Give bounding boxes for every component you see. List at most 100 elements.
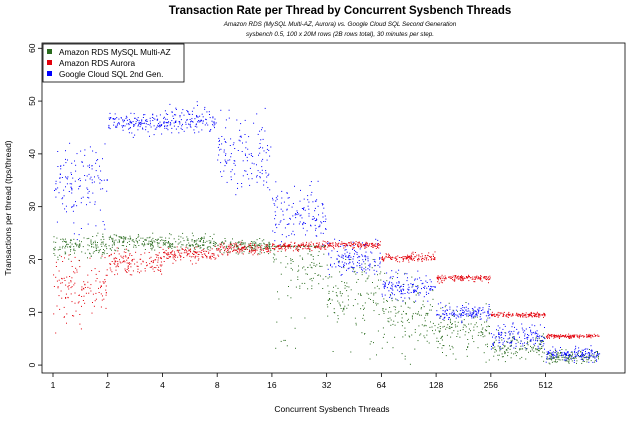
- data-point: [537, 348, 539, 350]
- data-point: [160, 257, 161, 259]
- data-point: [323, 253, 325, 255]
- data-point: [328, 252, 330, 254]
- data-point: [513, 330, 515, 332]
- data-point: [434, 325, 436, 327]
- data-point: [514, 326, 515, 328]
- data-point: [377, 239, 379, 241]
- data-point: [259, 171, 261, 173]
- data-point: [57, 187, 59, 189]
- data-point: [542, 345, 544, 347]
- data-point: [217, 254, 219, 256]
- data-point: [79, 323, 81, 325]
- data-point: [414, 252, 416, 253]
- data-point: [390, 287, 391, 289]
- data-point: [568, 362, 570, 364]
- data-point: [324, 241, 326, 242]
- data-point: [244, 248, 246, 250]
- data-point: [242, 160, 244, 162]
- data-point: [372, 300, 374, 302]
- data-point: [79, 243, 81, 245]
- data-point: [429, 326, 431, 328]
- data-point: [558, 359, 560, 361]
- data-point: [509, 314, 511, 316]
- data-point: [114, 261, 116, 263]
- data-point: [309, 250, 311, 252]
- data-point: [95, 250, 97, 252]
- data-point: [144, 252, 146, 254]
- data-point: [237, 246, 238, 248]
- data-point: [230, 241, 232, 243]
- data-point: [150, 240, 152, 242]
- data-point: [253, 163, 255, 165]
- data-point: [544, 315, 546, 317]
- data-point: [283, 245, 285, 247]
- data-point: [533, 315, 535, 316]
- data-point: [498, 342, 500, 344]
- data-point: [446, 334, 448, 336]
- data-point: [547, 352, 549, 354]
- data-point: [418, 254, 420, 256]
- data-point: [197, 121, 199, 123]
- data-point: [417, 292, 419, 294]
- data-point: [95, 245, 97, 247]
- data-point: [164, 121, 165, 123]
- data-point: [367, 293, 369, 295]
- data-point: [179, 116, 181, 118]
- data-point: [95, 292, 97, 294]
- data-point: [291, 245, 292, 247]
- data-point: [81, 251, 83, 253]
- data-point: [95, 273, 97, 275]
- data-point: [391, 284, 393, 286]
- data-point: [388, 257, 390, 258]
- data-point: [515, 351, 517, 352]
- data-point: [590, 355, 592, 357]
- data-point: [524, 330, 526, 332]
- data-point: [333, 286, 334, 288]
- data-point: [98, 250, 100, 252]
- data-point: [527, 334, 528, 335]
- data-point: [550, 335, 552, 337]
- data-point: [103, 238, 105, 240]
- data-point: [187, 254, 189, 256]
- data-point: [590, 337, 592, 339]
- data-point: [578, 335, 580, 337]
- data-point: [113, 124, 115, 126]
- data-point: [365, 251, 367, 253]
- data-point: [281, 190, 283, 192]
- data-point: [382, 256, 383, 258]
- data-point: [198, 245, 200, 247]
- data-point: [449, 277, 451, 279]
- data-point: [166, 254, 168, 256]
- data-point: [430, 285, 432, 287]
- data-point: [292, 203, 294, 204]
- data-point: [407, 277, 408, 279]
- data-point: [532, 347, 534, 349]
- data-point: [152, 120, 154, 121]
- data-point: [532, 346, 534, 348]
- data-point: [510, 340, 512, 342]
- data-point: [389, 255, 390, 256]
- data-point: [134, 124, 136, 126]
- data-point: [117, 262, 119, 264]
- data-point: [479, 278, 481, 280]
- data-point: [383, 259, 385, 261]
- data-point: [275, 347, 277, 349]
- data-point: [190, 121, 191, 123]
- data-point: [283, 201, 285, 203]
- data-point: [128, 270, 130, 272]
- data-point: [91, 244, 92, 246]
- data-point: [502, 315, 504, 317]
- data-point: [229, 246, 231, 248]
- data-point: [174, 114, 175, 116]
- data-point: [452, 309, 454, 311]
- data-point: [414, 290, 416, 292]
- data-point: [365, 269, 367, 271]
- data-point: [427, 255, 429, 257]
- data-point: [424, 257, 426, 259]
- data-point: [333, 245, 335, 247]
- data-point: [372, 245, 374, 246]
- data-point: [422, 255, 423, 257]
- data-point: [189, 245, 191, 247]
- data-point: [103, 179, 105, 181]
- data-point: [565, 335, 566, 336]
